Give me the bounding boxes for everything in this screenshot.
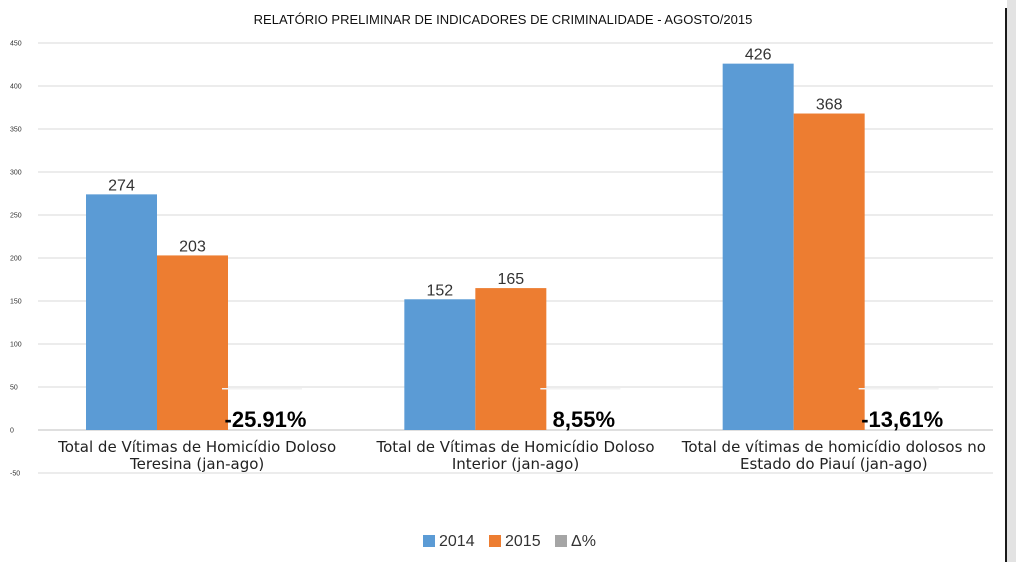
bar-value-label: 165 [497, 271, 524, 288]
y-axis-ticks: 450 400 350 300 250 200 150 100 50 0 -50 [10, 41, 22, 478]
chart-title: RELATÓRIO PRELIMINAR DE INDICADORES DE C… [254, 12, 753, 27]
y-tick-label: 200 [10, 256, 22, 263]
legend-label: 2014 [439, 533, 475, 550]
bar-2015 [793, 113, 865, 431]
bar-2015 [157, 255, 228, 430]
bar-value-label: 203 [179, 238, 206, 255]
legend-label: 2015 [505, 533, 541, 550]
category-label: Total de Vítimas de Homicídio Doloso Tere… [57, 438, 336, 473]
frame-edge [1005, 8, 1007, 562]
bar-delta [858, 388, 939, 390]
y-tick-label: 350 [10, 127, 22, 134]
value-labels: 274 203 -25.91% 152 165 8,55% 426 368 -13,61% [108, 47, 943, 432]
y-tick-label: -50 [10, 471, 20, 478]
legend-swatch [555, 535, 567, 547]
y-tick-label: 150 [10, 299, 22, 306]
bar-2015 [475, 288, 547, 430]
y-tick-label: 250 [10, 213, 22, 220]
delta-percent-label: -13,61% [861, 407, 943, 432]
legend-swatch [423, 535, 435, 547]
bars [86, 63, 939, 431]
category-labels: Total de Vítimas de Homicídio Doloso Tere… [57, 438, 986, 473]
y-tick-label: 0 [10, 428, 14, 435]
y-tick-label: 50 [10, 385, 18, 392]
bar-value-label: 368 [816, 97, 843, 114]
bar-2014 [86, 194, 157, 430]
bar-2014 [404, 299, 476, 430]
legend: 2014 2015 Δ% [423, 533, 596, 550]
bar-value-label: 274 [108, 177, 135, 194]
y-tick-label: 450 [10, 41, 22, 48]
y-tick-label: 300 [10, 170, 22, 177]
delta-percent-label: -25.91% [225, 407, 307, 432]
category-label: Total de vítimas de homicídio dolosos no… [681, 438, 986, 473]
bar-delta [540, 388, 621, 390]
category-label: Total de Vítimas de Homicídio Doloso Inte… [375, 438, 654, 473]
bar-value-label: 426 [745, 47, 772, 64]
y-tick-label: 400 [10, 84, 22, 91]
bar-value-label: 152 [426, 282, 453, 299]
delta-percent-label: 8,55% [553, 407, 615, 432]
legend-swatch [489, 535, 501, 547]
y-tick-label: 100 [10, 342, 22, 349]
legend-label: Δ% [571, 533, 596, 550]
bar-delta [222, 388, 302, 390]
bar-2014 [722, 63, 794, 430]
